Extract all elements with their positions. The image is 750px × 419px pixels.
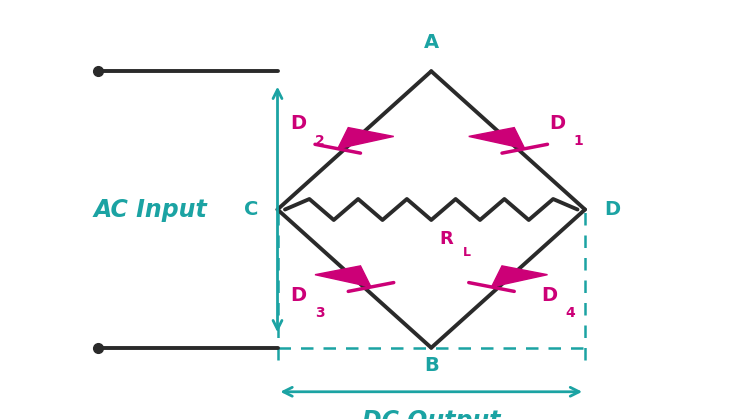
Text: R: R xyxy=(440,230,453,248)
Text: D: D xyxy=(542,286,557,305)
Text: 3: 3 xyxy=(315,306,324,320)
Text: D: D xyxy=(604,200,619,219)
Text: B: B xyxy=(424,356,439,375)
Text: D: D xyxy=(549,114,565,133)
Text: L: L xyxy=(463,246,471,259)
Polygon shape xyxy=(469,128,525,149)
Polygon shape xyxy=(338,128,394,149)
Text: D: D xyxy=(290,286,306,305)
Text: DC Output: DC Output xyxy=(362,409,500,419)
Text: 4: 4 xyxy=(566,306,576,320)
Text: A: A xyxy=(424,34,439,52)
Polygon shape xyxy=(315,266,371,287)
Text: 1: 1 xyxy=(573,134,584,148)
Polygon shape xyxy=(491,266,548,287)
Text: C: C xyxy=(244,200,259,219)
Text: AC Input: AC Input xyxy=(93,197,207,222)
Text: D: D xyxy=(290,114,306,133)
Text: 2: 2 xyxy=(315,134,324,148)
